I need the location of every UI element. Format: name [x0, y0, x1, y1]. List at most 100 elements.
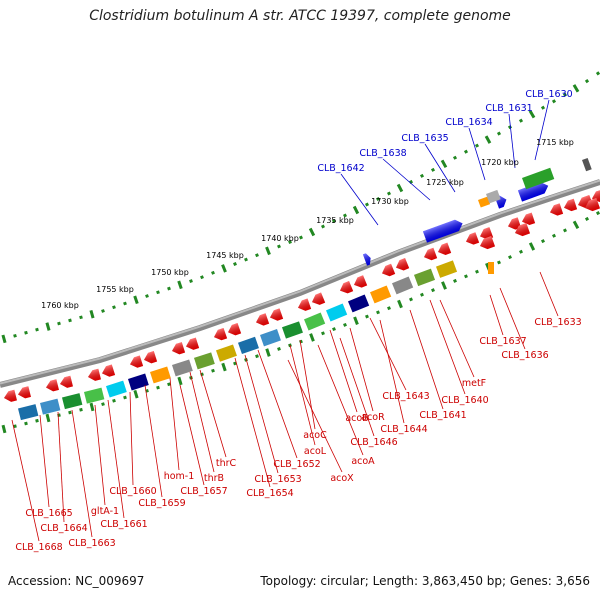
reverse-gene-arrow: [424, 247, 438, 261]
reverse-gene-arrow: [465, 232, 480, 245]
ruler-tick-outer: [89, 309, 95, 319]
gene-label: CLB_1663: [68, 538, 115, 549]
reverse-gene-arrow-shade: [227, 323, 242, 336]
map-title: Clostridium botulinum A str. ATCC 19397,…: [89, 8, 511, 24]
ruler-tick-inner: [409, 297, 413, 302]
gene-label: CLB_1653: [254, 474, 301, 485]
ruler-tick-outer: [233, 262, 237, 266]
gene-label: CLB_1664: [40, 523, 87, 534]
gene-category-block: [61, 393, 83, 410]
reverse-gene-arrow: [515, 223, 531, 237]
reverse-gene-arrow-shade: [564, 198, 578, 212]
reverse-gene-arrow: [312, 292, 326, 305]
ruler-label: 1715 kbp: [536, 138, 574, 147]
ruler-tick-outer: [277, 244, 281, 249]
ruler-tick-outer: [45, 322, 51, 331]
ruler-tick-inner: [376, 310, 380, 315]
gene-category-block: [128, 373, 149, 391]
reverse-gene-arrow-shade: [270, 308, 284, 321]
reverse-gene-arrow: [256, 313, 270, 326]
ruler-tick-outer: [352, 205, 360, 215]
ruler-tick-outer: [528, 109, 536, 119]
ruler-tick-outer: [375, 196, 381, 202]
ruler-label: 1750 kbp: [151, 268, 189, 277]
ruler-tick-outer: [101, 309, 105, 313]
ruler-label: 1730 kbp: [371, 197, 409, 206]
gene-label: CLB_1668: [15, 542, 62, 553]
ruler-tick-inner: [397, 299, 403, 309]
gene-label: hom-1: [164, 471, 195, 482]
labels-layer: 1715 kbp 1720 kbp 1725 kbp 1730 kbp 1735 kbp…: [15, 89, 581, 553]
label-lines-layer: [11, 99, 559, 542]
ruler-label: 1740 kbp: [261, 234, 299, 243]
gene-label: CLB_1641: [419, 410, 466, 421]
ruler-tick-outer: [211, 270, 215, 275]
ruler-tick-inner: [551, 233, 557, 238]
gene-label: metF: [462, 378, 486, 389]
reverse-gene-arrow: [88, 368, 101, 381]
ruler-tick-outer: [463, 149, 469, 154]
reverse-gene-arrow: [227, 323, 242, 336]
label-leader-line: [508, 113, 516, 169]
reverse-gene-arrow-shade: [465, 232, 480, 245]
gene-label: CLB_1633: [534, 317, 581, 328]
label-leader-line: [329, 329, 358, 413]
gene-label: CLB_1635: [401, 133, 448, 144]
ruler-tick-inner: [453, 278, 457, 283]
reverse-gene-arrow-shade: [185, 337, 200, 350]
ruler-tick-outer: [189, 279, 193, 283]
gene-category-block: [84, 387, 105, 404]
ruler-tick-outer: [200, 275, 204, 280]
ruler-tick-outer: [35, 327, 39, 332]
ruler-tick-inner: [441, 281, 447, 290]
reverse-gene-arrow-shade: [102, 364, 116, 377]
ruler-tick-inner: [255, 354, 259, 359]
gene-category-block: [172, 359, 193, 377]
ruler-tick-inner: [528, 242, 536, 251]
reverse-gene-arrow-shade: [424, 247, 438, 261]
gene-label: acoC: [303, 430, 327, 441]
gene-label: CLB_1654: [246, 488, 293, 499]
reverse-gene-arrow-shade: [354, 275, 368, 288]
ruler-label: 1725 kbp: [426, 178, 464, 187]
ruler-tick-inner: [572, 220, 580, 230]
ruler-tick-inner: [133, 389, 139, 399]
ruler-tick-outer: [177, 280, 183, 290]
reverse-gene-arrow: [354, 275, 368, 288]
ruler-tick-outer: [244, 257, 248, 262]
reverse-gene-arrow: [480, 227, 494, 240]
reverse-gene-arrow: [60, 375, 73, 388]
ruler-tick-outer: [265, 246, 271, 256]
gene-label: acoA: [351, 456, 375, 467]
backbone-layer: [0, 179, 600, 388]
reverse-gene-arrow: [213, 327, 228, 341]
ruler-tick-outer: [112, 305, 116, 310]
ruler-tick-outer: [364, 202, 370, 207]
reverse-gene-arrow: [585, 198, 600, 212]
ruler-tick-inner: [321, 331, 325, 336]
reverse-gene-arrow-shade: [60, 375, 73, 388]
ruler-tick-outer: [331, 218, 337, 224]
gene-label: thrB: [204, 473, 224, 484]
gene-label: CLB_1643: [382, 391, 429, 402]
reverse-gene-arrow: [270, 308, 284, 321]
label-leader-line: [94, 404, 106, 506]
ruler-tick-outer: [79, 315, 83, 320]
ruler-tick-outer: [13, 333, 17, 338]
ruler-tick-inner: [265, 348, 271, 357]
reverse-gene-arrow-shade: [480, 227, 494, 240]
reverse-gene-arrow-shade: [312, 292, 326, 305]
gene-label: CLB_1660: [109, 486, 156, 497]
label-leader-line: [317, 344, 364, 456]
gene-label: acoL: [304, 446, 327, 457]
ruler-tick-inner: [177, 376, 183, 386]
ruler-label: 1755 kbp: [96, 285, 134, 294]
reverse-gene-arrow: [46, 379, 59, 392]
label-leader-line: [287, 359, 343, 473]
gene-label: CLB_1652: [273, 459, 320, 470]
forward-gene-arrow-shade: [422, 219, 463, 243]
gene-category-block: [436, 260, 458, 278]
ruler-label: 1745 kbp: [206, 251, 244, 260]
